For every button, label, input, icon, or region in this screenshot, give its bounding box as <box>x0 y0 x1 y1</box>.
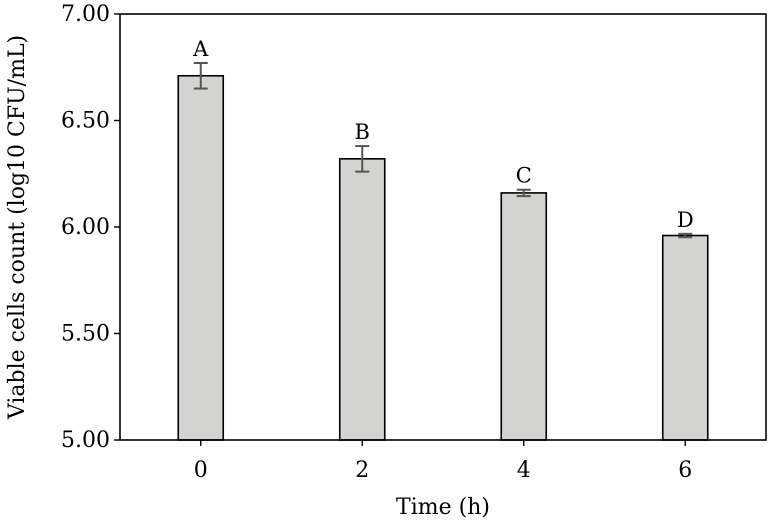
x-tick-label: 0 <box>194 458 208 483</box>
x-axis-title: Time (h) <box>396 495 490 520</box>
significance-letters-layer: A B C D <box>192 37 694 232</box>
bar-6 <box>661 234 709 441</box>
x-axis: 0 2 4 6 <box>194 440 692 483</box>
y-axis: 5.00 5.50 6.00 6.50 7.00 <box>61 2 120 453</box>
bar-4 <box>500 192 548 441</box>
y-tick-label: 5.50 <box>61 322 110 347</box>
x-tick-label: 4 <box>517 458 531 483</box>
y-tick-label: 5.00 <box>61 428 110 453</box>
x-tick-label: 6 <box>678 458 692 483</box>
bars-layer <box>177 74 709 441</box>
significance-letter-2: B <box>355 120 370 144</box>
x-tick-label: 2 <box>355 458 369 483</box>
y-tick-label: 6.50 <box>61 109 110 134</box>
y-tick-label: 7.00 <box>61 2 110 27</box>
bar-0 <box>177 74 225 441</box>
significance-letter-4: C <box>516 164 532 188</box>
error-bars-layer <box>193 61 693 239</box>
y-axis-title: Viable cells count (log10 CFU/mL) <box>5 35 30 420</box>
bar-2 <box>338 158 386 441</box>
significance-letter-0: A <box>192 37 209 61</box>
y-tick-label: 6.00 <box>61 215 110 240</box>
significance-letter-6: D <box>677 208 694 232</box>
